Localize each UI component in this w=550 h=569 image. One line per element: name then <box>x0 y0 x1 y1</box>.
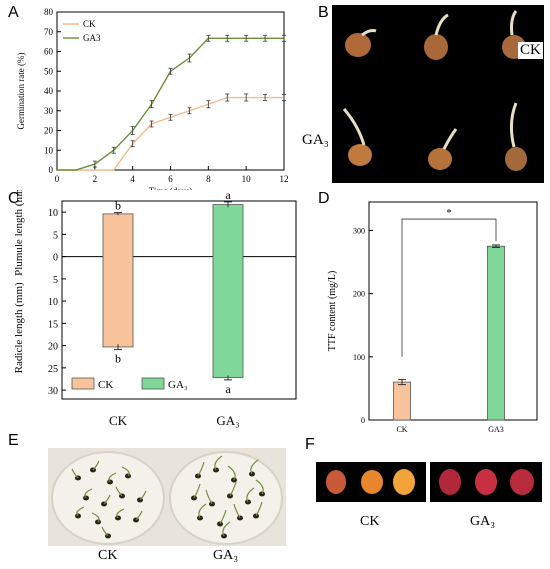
panel-letter-f: F <box>305 436 315 453</box>
y-axis-label: Germination rate (%) <box>16 53 26 130</box>
series-line-ck <box>57 96 284 171</box>
legend-label-ck: CK <box>83 19 96 29</box>
y-tick-label: 300 <box>353 226 365 235</box>
y-tick-label: 15 <box>48 319 58 330</box>
petri-dish-photo <box>48 448 286 546</box>
seed-ga3-3 <box>505 102 527 171</box>
seed-ga3-2 <box>428 128 458 170</box>
photo-f-caption-ck: CK <box>360 514 380 529</box>
y-tick-label: 5 <box>53 230 58 241</box>
y-tick-label: 60 <box>44 47 54 57</box>
sig-letter-bottom-ga3: a <box>225 382 231 396</box>
bar-ck <box>102 213 134 348</box>
y-tick-label: 200 <box>353 290 365 299</box>
legend-label-ga3: GA₃ <box>168 379 188 391</box>
y-tick-label: 0 <box>49 165 54 175</box>
y-tick-label: 20 <box>44 126 54 136</box>
sig-letter-bottom-ck: b <box>115 352 121 366</box>
y-tick-label: 30 <box>44 106 54 116</box>
seed-section-photo-ck <box>316 462 426 502</box>
plot-frame <box>61 200 297 400</box>
plot-frame <box>368 201 538 421</box>
x-category-label-ga3: GA3 <box>488 425 504 434</box>
bar-ga3 <box>212 204 244 379</box>
photo-e-caption-ga3: GA₃ <box>213 548 239 563</box>
legend-label-ck: CK <box>98 379 113 391</box>
x-tick-label: 10 <box>242 174 252 184</box>
series-line-ga3 <box>57 37 284 171</box>
photo-e-caption-ck: CK <box>98 548 118 563</box>
y-axis-label-top: Plumule length (mm) <box>13 190 25 276</box>
seed-ck-2 <box>424 13 449 60</box>
bar-ck <box>393 381 411 421</box>
y-tick-label: 10 <box>48 297 58 308</box>
bar-ga3 <box>487 245 505 421</box>
photo-b-label-ga3: GA₃ <box>300 132 331 149</box>
x-category-label-ck: CK <box>396 425 407 434</box>
germination-line-chart: 0 2 4 6 8 10 12 0 10 20 30 40 50 60 70 80 Time (days) Ger… <box>16 7 289 190</box>
ttf-content-bar-chart: 0 100 200 300 TTF content (mg/L) CK GA3 * <box>327 201 538 434</box>
y-tick-label: 50 <box>44 66 54 76</box>
y-tick-label: 25 <box>48 364 58 375</box>
sig-letter-top-ga3: a <box>225 190 231 202</box>
y-tick-label: 10 <box>48 208 58 219</box>
y-axis-label: TTF content (mg/L) <box>327 271 338 352</box>
y-tick-label: 10 <box>44 145 54 155</box>
x-tick-label: 6 <box>168 174 173 184</box>
x-category-label-ck: CK <box>109 413 128 428</box>
sig-letter-top-ck: b <box>115 199 121 213</box>
seed-section-photo-ga3 <box>430 462 542 502</box>
plumule-radicle-bar-chart: 0 5 10 5 10 15 20 25 30 Plumule length (mm) Radicl… <box>13 190 297 428</box>
x-tick-label: 2 <box>93 174 98 184</box>
x-tick-label: 4 <box>130 174 135 184</box>
legend-swatch-ga3 <box>141 377 165 390</box>
y-tick-label: 0 <box>53 253 58 264</box>
x-tick-label: 12 <box>280 174 289 184</box>
y-tick-label: 80 <box>44 7 54 17</box>
y-tick-label: 70 <box>44 27 54 37</box>
x-tick-label: 8 <box>206 174 211 184</box>
seed-ga3-1 <box>342 108 372 166</box>
y-axis-label-bottom: Radicle length (mm) <box>13 282 25 373</box>
panel-letter-a: A <box>8 4 19 21</box>
y-tick-label: 40 <box>44 86 54 96</box>
y-tick-label: 30 <box>48 386 58 397</box>
y-tick-label: 0 <box>361 416 365 425</box>
legend-label-ga3: GA3 <box>83 33 101 43</box>
photo-b-label-ck: CK <box>518 42 543 59</box>
x-axis-label: Time (days) <box>149 186 192 190</box>
petri-dish-illustration <box>51 451 283 545</box>
seed-photo-illustration <box>342 10 527 171</box>
panel-letter-b: B <box>318 4 329 21</box>
significance-marker: * <box>446 207 452 219</box>
x-tick-label: 0 <box>55 174 60 184</box>
seed-ck-1 <box>345 29 377 57</box>
legend-swatch-ck <box>71 377 95 390</box>
seed-photo-grid <box>332 5 544 183</box>
y-tick-label: 100 <box>353 353 365 362</box>
panel-letter-d: D <box>318 190 330 207</box>
y-tick-label: 5 <box>53 275 58 286</box>
x-category-label-ga3: GA₃ <box>216 413 239 428</box>
panel-letter-c: C <box>8 190 20 207</box>
photo-f-caption-ga3: GA₃ <box>470 514 496 529</box>
significance-bracket <box>401 218 497 357</box>
y-tick-label: 20 <box>48 342 58 353</box>
panel-letter-e: E <box>8 432 19 449</box>
